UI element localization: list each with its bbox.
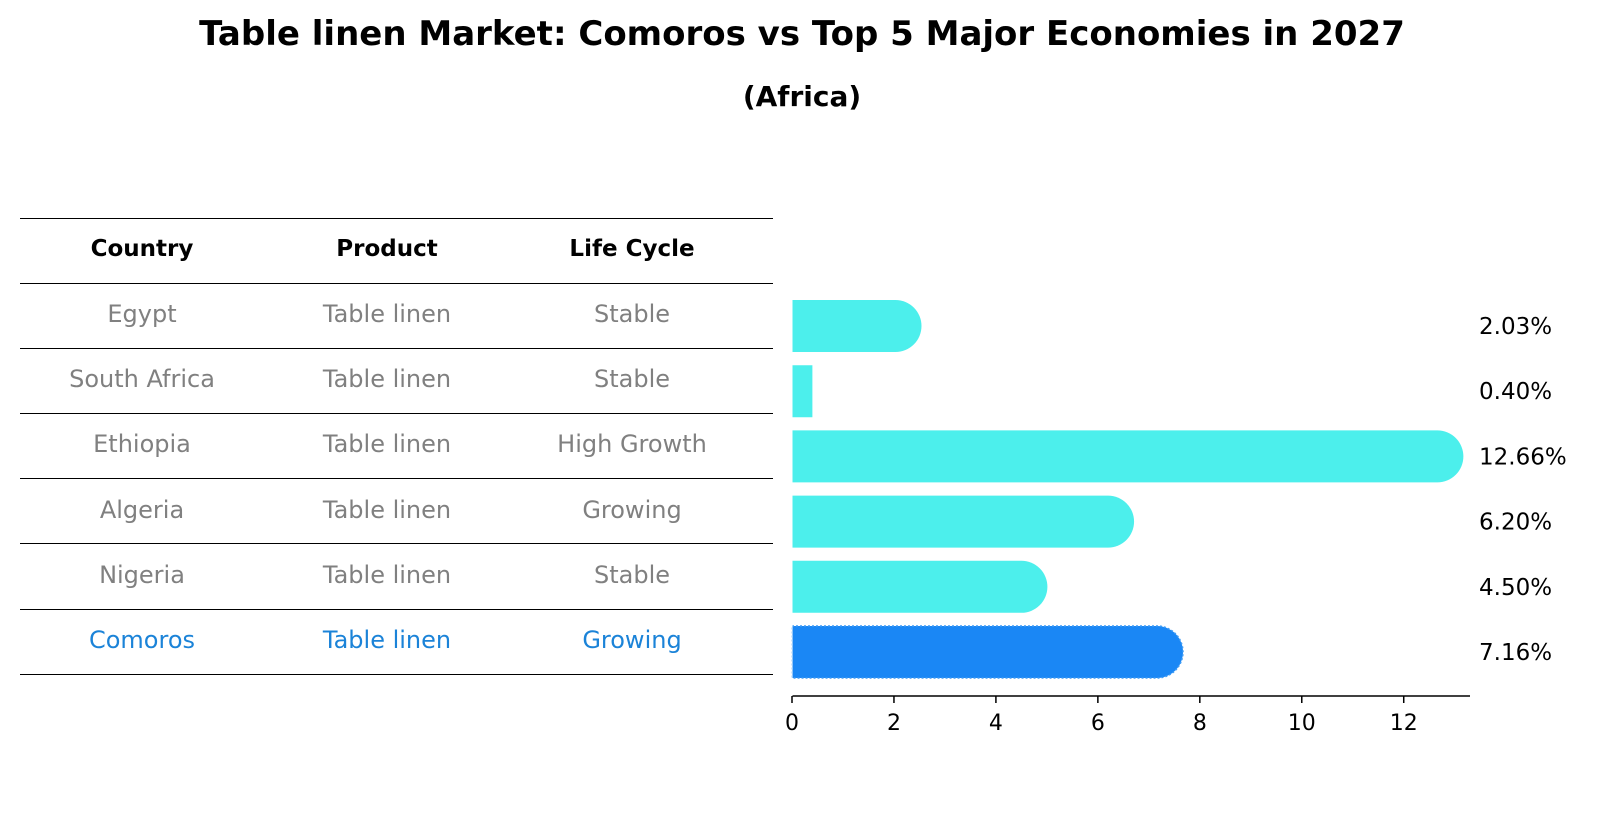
table-divider [20, 609, 773, 610]
table-cell-life-cycle: Growing [582, 626, 682, 654]
header-life-cycle: Life Cycle [569, 236, 695, 262]
chart-subtitle: (Africa) [742, 80, 862, 113]
table-cell-product: Table linen [322, 430, 452, 459]
table-cell-country: Ethiopia [93, 430, 191, 459]
value-label: 12.66% [1479, 444, 1567, 470]
value-label: 6.20% [1479, 510, 1552, 536]
value-label: 7.16% [1479, 640, 1552, 666]
value-label: 2.03% [1479, 314, 1552, 340]
bar-egypt [792, 300, 922, 352]
table-divider [20, 218, 773, 219]
bar-south-africa [792, 365, 813, 418]
header-product: Product [336, 236, 438, 262]
x-tick-label: 8 [1193, 711, 1207, 736]
table-cell-life-cycle: High Growth [557, 430, 707, 459]
table-divider [20, 283, 773, 284]
bar-ethiopia [792, 430, 1464, 483]
bar-nigeria [792, 560, 1048, 613]
chart-title: Table linen Market: Comoros vs Top 5 Maj… [199, 14, 1405, 54]
table-cell-country: Egypt [107, 300, 177, 328]
table-divider [20, 543, 773, 544]
x-tick-label: 0 [785, 711, 799, 736]
table-divider [20, 478, 773, 479]
x-tick-label: 12 [1390, 711, 1418, 736]
table-cell-country: Algeria [99, 495, 185, 524]
table-cell-product: Table linen [322, 495, 452, 524]
table-cell-product: Table linen [322, 300, 452, 328]
x-tick-label: 2 [887, 711, 901, 736]
table-divider [20, 674, 773, 675]
x-tick-label: 4 [989, 711, 1003, 736]
table-cell-country: Comoros [88, 626, 196, 654]
table-cell-life-cycle: Stable [593, 560, 671, 589]
table-cell-product: Table linen [322, 365, 452, 394]
bar-comoros [791, 625, 1184, 679]
value-label: 4.50% [1479, 575, 1552, 601]
table-cell-life-cycle: Stable [593, 300, 671, 328]
value-label: 0.40% [1479, 379, 1552, 405]
table-divider [20, 413, 773, 414]
table-cell-country: Nigeria [99, 560, 185, 589]
x-tick-label: 6 [1091, 711, 1105, 736]
table-cell-life-cycle: Stable [593, 365, 671, 394]
table-cell-product: Table linen [322, 560, 452, 589]
bar-algeria [792, 495, 1135, 548]
header-country: Country [90, 236, 194, 262]
table-divider [20, 348, 773, 349]
table-cell-product: Table linen [322, 626, 452, 654]
x-tick-label: 10 [1288, 711, 1316, 736]
table-cell-country: South Africa [69, 365, 215, 394]
table-cell-life-cycle: Growing [582, 495, 682, 524]
